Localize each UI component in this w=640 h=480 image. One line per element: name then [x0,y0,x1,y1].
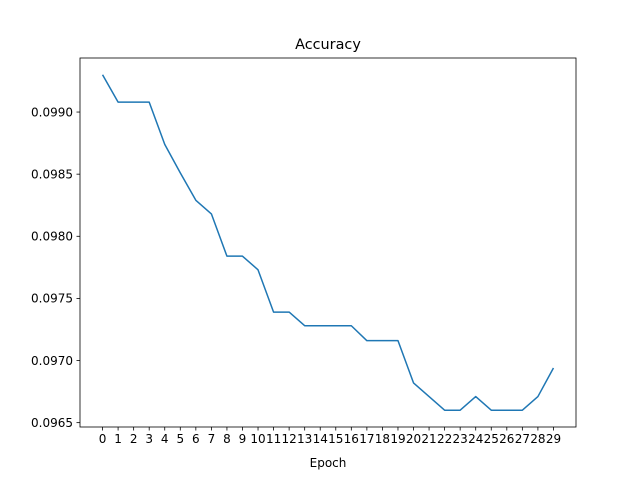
x-tick-label: 26 [499,432,514,446]
x-tick-label: 22 [437,432,452,446]
y-tick-label: 0.0980 [31,230,73,244]
x-tick-label: 2 [130,432,138,446]
y-tick-label: 0.0985 [31,167,73,181]
x-tick-label: 6 [192,432,200,446]
x-tick-label: 19 [390,432,405,446]
x-tick-label: 27 [515,432,530,446]
y-tick-label: 0.0970 [31,354,73,368]
y-axis-ticks: 0.0965 0.0970 0.0975 0.0980 0.0985 0.0990 [31,105,80,430]
y-tick-label: 0.0965 [31,416,73,430]
x-tick-label: 12 [281,432,296,446]
x-tick-label: 3 [145,432,153,446]
x-tick-label: 11 [266,432,281,446]
chart-title: Accuracy [295,37,361,53]
x-tick-label: 1 [114,432,122,446]
x-tick-label: 9 [239,432,247,446]
axes-frame [79,57,577,428]
x-tick-label: 18 [375,432,390,446]
x-tick-label: 21 [421,432,436,446]
y-tick-label: 0.0990 [31,105,73,119]
x-tick-label: 13 [297,432,312,446]
x-axis-label: Epoch [310,456,347,470]
x-tick-label: 14 [313,432,328,446]
x-tick-label: 20 [406,432,421,446]
plot-area [79,57,577,428]
x-tick-label: 17 [359,432,374,446]
x-tick-label: 7 [208,432,216,446]
x-tick-label: 10 [250,432,265,446]
series-line [101,74,555,411]
x-axis-ticks: 0 1 2 3 4 5 6 7 8 9 10 11 12 13 14 15 16 17 18 19 20 21 22 23 24… [99,427,561,446]
y-tick-label: 0.0975 [31,292,73,306]
x-tick-label: 15 [328,432,343,446]
x-tick-label: 23 [453,432,468,446]
x-tick-label: 24 [468,432,483,446]
x-tick-label: 5 [176,432,184,446]
x-tick-label: 4 [161,432,169,446]
x-tick-label: 29 [546,432,561,446]
x-tick-label: 28 [530,432,545,446]
x-tick-label: 0 [99,432,107,446]
x-tick-label: 16 [344,432,359,446]
x-tick-label: 25 [484,432,499,446]
x-tick-label: 8 [223,432,231,446]
